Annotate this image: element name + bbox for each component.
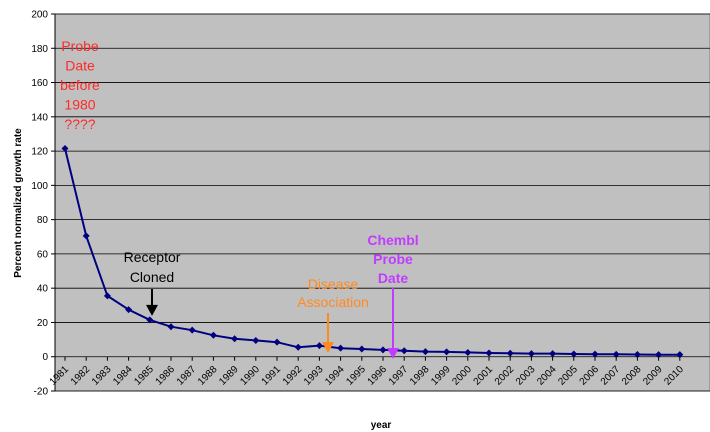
data-point	[82, 232, 90, 240]
data-point	[676, 351, 684, 359]
y-tick-label: 60	[37, 249, 49, 260]
annotation-probe-date: ????	[64, 116, 95, 132]
data-point	[231, 335, 239, 343]
annotation-disease-association: Association	[297, 294, 369, 310]
data-point	[464, 348, 472, 356]
y-tick-label: 160	[31, 78, 48, 89]
data-point	[125, 306, 133, 314]
annotation-chembl-probe-date: Chembl	[367, 232, 418, 248]
series-line	[64, 148, 680, 356]
annotation-disease-arrow-head	[322, 342, 334, 353]
annotation-chembl-arrow-head	[387, 348, 399, 359]
y-tick-label: 120	[31, 147, 48, 158]
y-axis-title: Percent normalized growth rate	[13, 128, 24, 278]
y-tick-label: -20	[34, 387, 49, 398]
x-axis-title: year	[371, 420, 392, 431]
plot-area	[54, 13, 710, 392]
data-point	[400, 347, 408, 355]
data-point	[443, 348, 451, 356]
data-point	[315, 342, 323, 350]
data-point	[167, 323, 175, 331]
data-point	[549, 350, 557, 358]
data-point	[612, 350, 620, 358]
data-point	[146, 316, 154, 324]
data-point	[485, 349, 493, 357]
annotation-probe-date: before	[60, 77, 100, 93]
annotation-probe-date: Probe	[61, 38, 99, 54]
data-point	[421, 348, 429, 356]
annotation-probe-date: Date	[65, 58, 95, 74]
data-point	[294, 343, 302, 351]
data-point	[358, 345, 366, 353]
data-point	[61, 145, 69, 153]
y-tick-label: 20	[37, 318, 49, 329]
data-point	[591, 350, 599, 358]
y-tick-label: 40	[37, 284, 49, 295]
data-point	[379, 346, 387, 354]
data-point	[209, 331, 217, 339]
data-point	[273, 338, 281, 346]
annotation-disease-association: Disease	[308, 276, 359, 292]
y-tick-label: 140	[31, 112, 48, 123]
annotation-receptor-cloned: Receptor	[124, 249, 181, 265]
y-tick-label: 80	[37, 215, 49, 226]
y-tick-label: 100	[31, 181, 48, 192]
data-point	[655, 351, 663, 359]
annotation-receptor-arrow-head	[146, 304, 158, 316]
annotation-chembl-probe-date: Date	[378, 270, 409, 286]
data-point	[527, 350, 535, 358]
data-point	[633, 350, 641, 358]
data-point	[570, 350, 578, 358]
annotation-chembl-probe-date: Probe	[373, 251, 413, 267]
y-tick-label: 180	[31, 44, 48, 55]
data-point	[337, 344, 345, 352]
annotation-receptor-cloned: Cloned	[130, 269, 174, 285]
data-point	[103, 292, 111, 300]
y-tick-label: 200	[31, 10, 48, 21]
annotation-probe-date: 1980	[64, 97, 95, 113]
data-point	[506, 349, 514, 357]
data-point	[252, 336, 260, 344]
data-point	[188, 326, 196, 334]
y-tick-label: 0	[42, 352, 48, 363]
